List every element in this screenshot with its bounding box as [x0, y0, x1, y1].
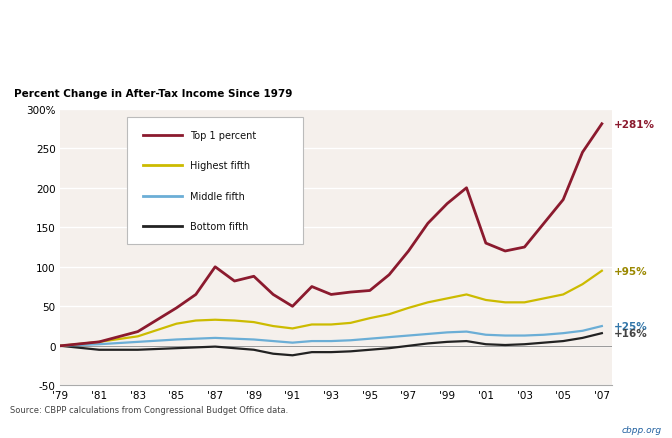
FancyBboxPatch shape — [126, 118, 303, 245]
Text: +25%: +25% — [614, 321, 647, 331]
Text: Figure 1:: Figure 1: — [307, 22, 365, 35]
Text: Middle fifth: Middle fifth — [190, 191, 245, 201]
Text: cbpp.org: cbpp.org — [622, 425, 662, 434]
Text: Income Gains at the Top Dwarf Those of Low- and Middle-Income Households: Income Gains at the Top Dwarf Those of L… — [80, 70, 592, 83]
Text: Bottom fifth: Bottom fifth — [190, 222, 249, 232]
Text: Highest fifth: Highest fifth — [190, 161, 250, 171]
Text: +16%: +16% — [614, 328, 647, 339]
Text: Source: CBPP calculations from Congressional Budget Office data.: Source: CBPP calculations from Congressi… — [10, 405, 288, 414]
Text: +95%: +95% — [614, 266, 647, 276]
Text: +281%: +281% — [614, 120, 655, 130]
Text: Percent Change in After-Tax Income Since 1979: Percent Change in After-Tax Income Since… — [13, 88, 292, 99]
Text: Top 1 percent: Top 1 percent — [190, 131, 256, 141]
